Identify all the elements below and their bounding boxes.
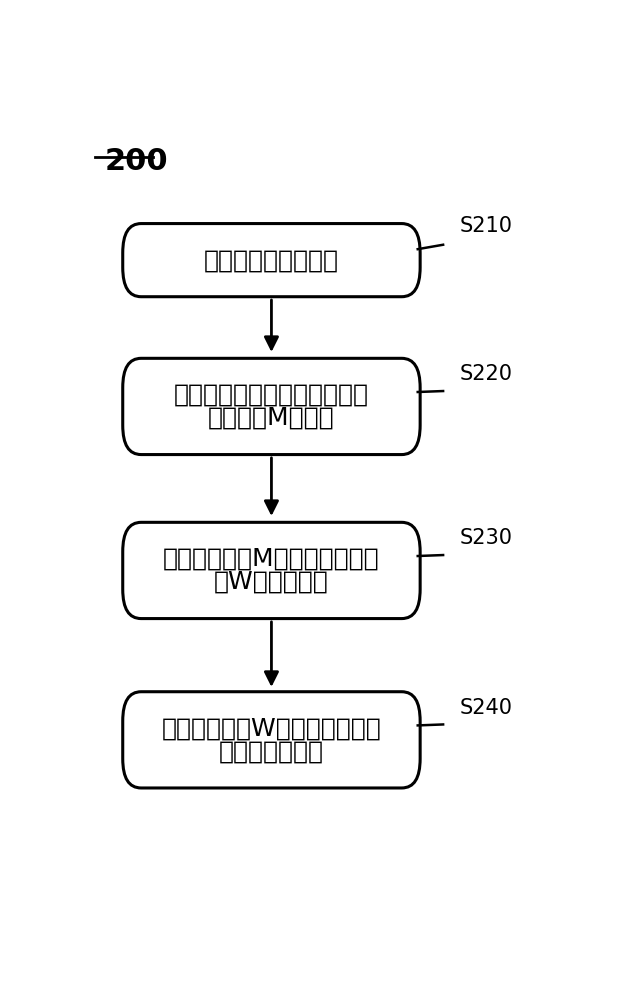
Text: S220: S220: [460, 364, 513, 384]
Text: 到定位结果信息: 到定位结果信息: [219, 739, 324, 763]
Text: 数W的最优系数: 数W的最优系数: [214, 570, 329, 594]
Text: 第一数量M个频段: 第一数量M个频段: [208, 406, 334, 430]
Text: 200: 200: [105, 147, 168, 176]
Text: 基于所确定的W的最优系数，得: 基于所确定的W的最优系数，得: [162, 716, 381, 740]
Text: S240: S240: [460, 698, 513, 718]
Text: 从所述候选频段的集合中选择: 从所述候选频段的集合中选择: [174, 383, 369, 407]
Text: S210: S210: [460, 216, 513, 236]
Text: 确定候选频段的集合: 确定候选频段的集合: [204, 248, 339, 272]
FancyBboxPatch shape: [123, 358, 420, 455]
Text: 导出针对所述M个频段的组合系: 导出针对所述M个频段的组合系: [163, 547, 380, 571]
Text: S230: S230: [460, 528, 513, 548]
FancyBboxPatch shape: [123, 692, 420, 788]
FancyBboxPatch shape: [123, 522, 420, 619]
FancyBboxPatch shape: [123, 224, 420, 297]
